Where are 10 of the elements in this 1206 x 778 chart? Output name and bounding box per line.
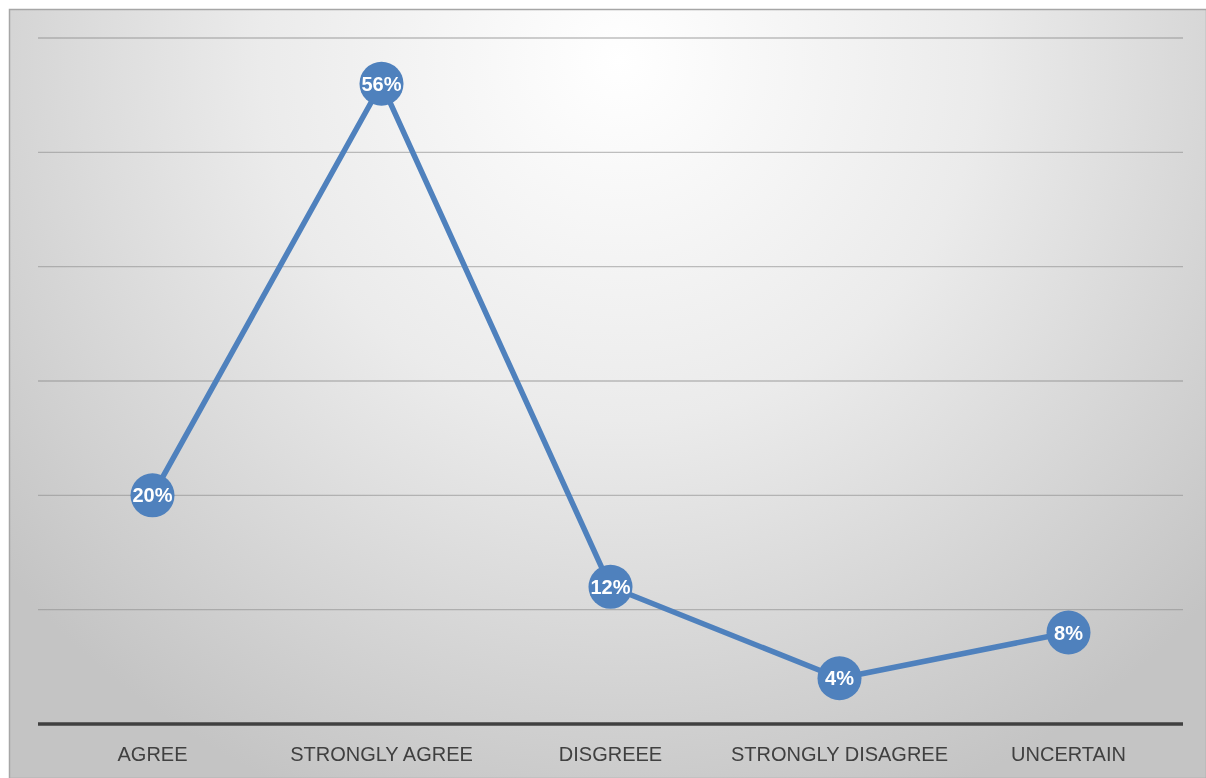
data-label: 12%	[590, 575, 631, 598]
x-tick-label: AGREE	[117, 743, 188, 765]
data-label: 4%	[825, 667, 855, 690]
data-label: 20%	[132, 484, 173, 507]
data-label: 8%	[1054, 621, 1084, 644]
x-tick-label: STRONGLY AGREE	[290, 743, 473, 765]
x-tick-label: UNCERTAIN	[1011, 743, 1126, 765]
data-label: 56%	[361, 72, 402, 95]
x-tick-label: STRONGLY DISAGREE	[730, 743, 949, 765]
x-tick-label: DISGREEE	[558, 743, 663, 765]
